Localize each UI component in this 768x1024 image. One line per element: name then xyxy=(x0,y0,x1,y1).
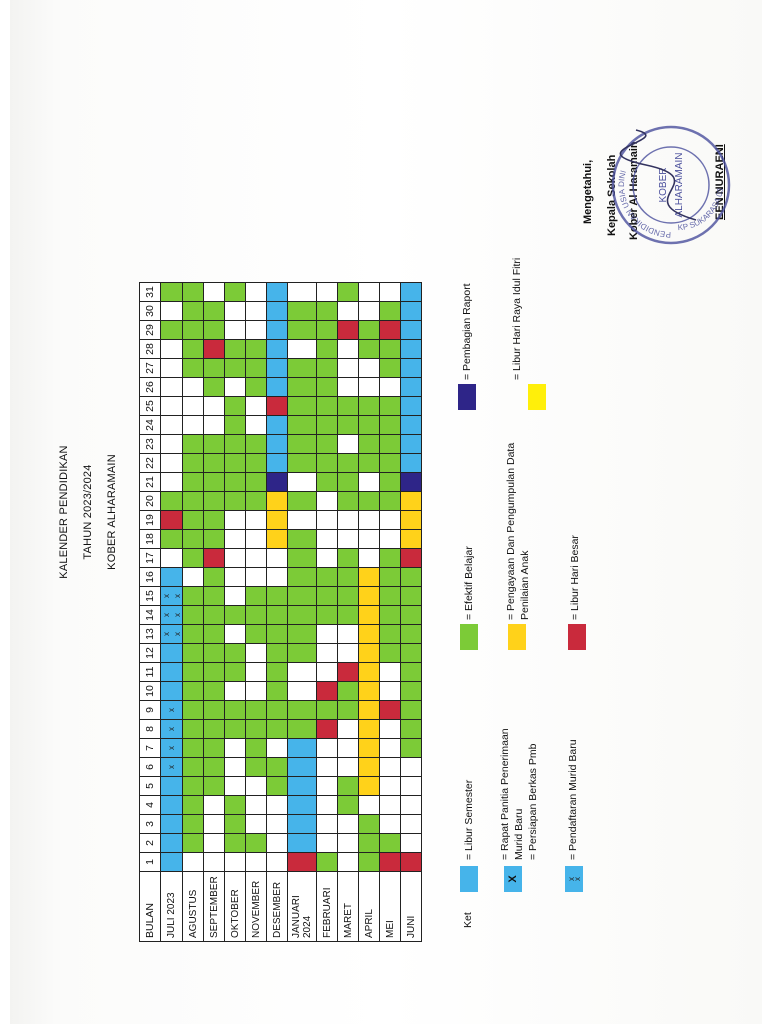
signature-scribble xyxy=(619,129,697,221)
stamp-mid-text-2: ALHARAMAIN xyxy=(674,152,685,217)
stamp-mid-text-1: KOBER xyxy=(658,167,669,202)
signature-block: Mengetahui, Kepala Sekolah Kober Al Hara… xyxy=(10,0,762,1024)
calendar-document: KALENDER PENDIDIKAN TAHUN 2023/2024 KOBE… xyxy=(10,0,762,1024)
signature-line-mengetahui: Mengetahui, xyxy=(582,159,594,224)
rotated-page: KALENDER PENDIDIKAN TAHUN 2023/2024 KOBE… xyxy=(10,0,762,1024)
school-stamp-icon: PENDIDIKAN USIA DINI KP SUKARASA 03 KOBE… xyxy=(611,125,731,245)
